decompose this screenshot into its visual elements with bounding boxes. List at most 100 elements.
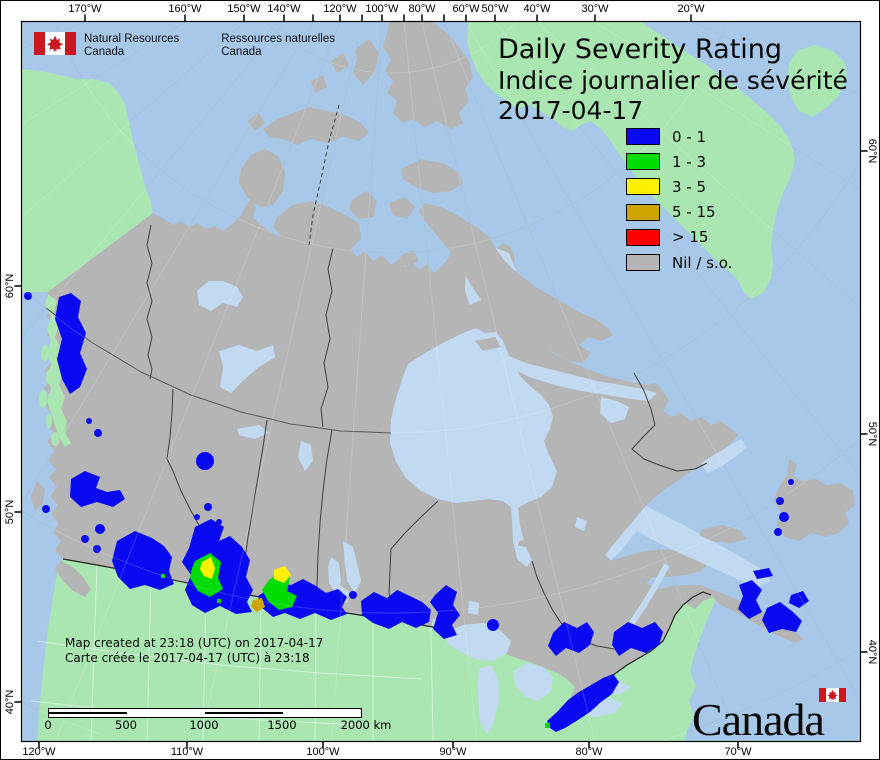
ellesmere-island	[383, 22, 473, 129]
dsr-patch	[93, 545, 101, 553]
panhandle-islet	[46, 370, 52, 384]
dsr-patch-yellow-sask	[274, 566, 291, 583]
axis-label-top: 150°W	[227, 3, 261, 15]
dsr-patch-qc-south	[612, 622, 663, 656]
border-sk-mb	[316, 429, 333, 608]
dsr-patch	[204, 503, 212, 511]
legend-swatch	[626, 228, 660, 246]
dsr-patch-alberta-dot	[196, 452, 214, 470]
lake-superior	[445, 623, 511, 661]
scale-bar-segment	[205, 709, 283, 717]
dsr-patch	[487, 619, 499, 631]
axis-label-right: 60°N	[866, 138, 878, 164]
dsr-patch-green-dot	[161, 574, 165, 578]
legend-label: 3 - 5	[672, 177, 707, 196]
axis-label-bottom: 110°W	[170, 746, 204, 758]
dsr-patch-newfoundland	[788, 479, 794, 485]
akimiski-island	[518, 539, 529, 547]
axis-label-top: 100°W	[365, 3, 399, 15]
page-title-en: Daily Severity Rating	[498, 34, 783, 65]
dsr-patch	[81, 535, 89, 543]
wordmark-text: Canada	[692, 694, 825, 745]
map-frame	[20, 20, 862, 743]
parry-islet	[247, 113, 265, 131]
lake-mistassini	[575, 517, 587, 531]
lake-winnipegosis	[328, 557, 341, 595]
hudson-strait	[506, 355, 657, 401]
lake-athabasca	[237, 425, 269, 439]
axis-label-left: 50°N	[4, 499, 16, 525]
us-state-line	[430, 626, 434, 741]
iceland-landmass	[787, 45, 847, 117]
prince-of-wales-island	[349, 191, 377, 219]
axis-label-right: 50°N	[866, 421, 878, 447]
axis-label-left: 40°N	[4, 689, 16, 715]
dsr-patch	[24, 292, 32, 300]
dsr-patch-pei	[753, 568, 773, 579]
dsr-patch-yellow-alberta	[200, 557, 215, 579]
dsr-patch-green-dot	[545, 723, 550, 728]
axis-label-top: 40°W	[523, 3, 551, 15]
axel-heiberg-island	[353, 39, 379, 85]
scale-label: 500	[115, 718, 137, 732]
anticosti-island	[699, 525, 747, 543]
canada-wordmark: Canada	[692, 688, 846, 746]
vancouver-island	[55, 561, 91, 597]
dsr-patch	[95, 524, 105, 534]
axis-label-top: 170°W	[68, 3, 102, 15]
scale-label: 1000	[189, 718, 219, 732]
page-title-date: 2017-04-17	[498, 96, 644, 125]
legend-label: Nil / s.o.	[672, 253, 733, 272]
scale-label: 2000 km	[340, 718, 392, 732]
lake-michigan	[478, 665, 499, 735]
reindeer-lake	[298, 441, 313, 471]
parry-islands	[263, 107, 369, 145]
banks-island	[239, 149, 285, 207]
sverdrup-islet-2	[311, 75, 327, 93]
us-state-line	[314, 606, 317, 741]
axis-label-top: 80°W	[408, 3, 436, 15]
legend-row: 0 - 1	[626, 128, 706, 146]
legend-label: 1 - 3	[672, 152, 707, 171]
canada-islands	[31, 22, 855, 597]
axis-label-bottom: 70°W	[724, 746, 752, 758]
dsr-patch	[194, 514, 200, 520]
legend-swatch	[626, 178, 660, 196]
dsr-patch-bc-central	[70, 471, 125, 507]
axis-label-right: 40°N	[866, 639, 878, 665]
lake-winnipeg	[343, 541, 361, 593]
dsr-patch-gold-sask	[251, 598, 265, 612]
border-qc-nl	[631, 372, 708, 472]
legend-swatch	[626, 203, 660, 221]
lake-nipigon	[468, 601, 479, 615]
haida-gwaii	[31, 481, 45, 511]
great-slave-lake	[219, 345, 275, 393]
dsr-patch-newfoundland	[779, 512, 789, 522]
dsr-patch	[94, 429, 102, 437]
border-yt-nwt	[146, 224, 153, 380]
dsr-patch-green-dot	[217, 599, 221, 603]
nrcan-text-en-line1: Natural Resources	[84, 33, 180, 45]
border-nwt-nu	[320, 247, 334, 428]
legend-row: > 15	[626, 228, 708, 246]
dsr-patch-ottawa-valley	[548, 622, 594, 656]
panhandle-islet	[46, 414, 52, 428]
axis-label-top: 120°W	[323, 3, 357, 15]
axis-label-top: 160°W	[168, 3, 202, 15]
king-william-island	[399, 250, 419, 267]
scale-bar-segment	[49, 709, 127, 717]
dsr-patch-sw-ontario	[547, 674, 619, 732]
ungava-bay	[600, 397, 629, 423]
axis-label-bottom: 90°W	[439, 746, 467, 758]
dsr-patch-nova-scotia	[762, 602, 802, 633]
map-note-en: Map created at 23:18 (UTC) on 2017-04-17	[65, 636, 324, 650]
dsr-patch	[42, 505, 50, 513]
dsr-patch-manitoba	[361, 590, 431, 629]
southampton-island	[465, 297, 515, 333]
dsr-patch	[349, 591, 357, 599]
dsr-patch	[86, 418, 92, 424]
panhandle-islet	[51, 432, 59, 446]
